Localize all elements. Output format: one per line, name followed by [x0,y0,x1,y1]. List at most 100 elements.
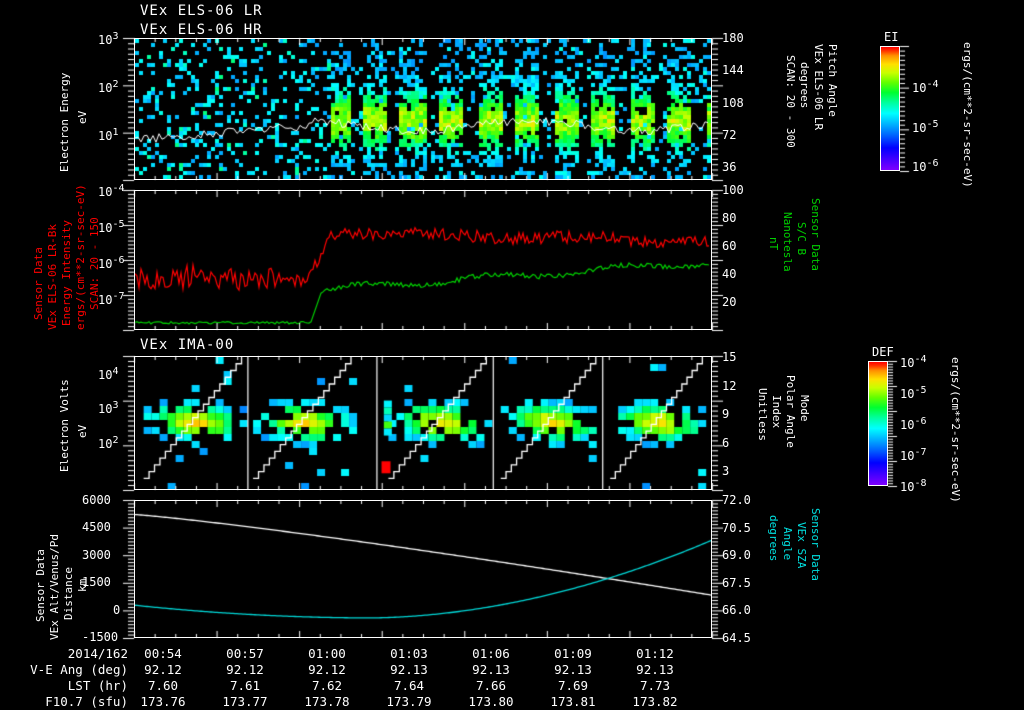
panel3-left-axis-unit: eV [76,424,89,438]
panel2-left-axis-l2: VEx ELS-06 LR-Bk [46,224,59,330]
lst-0: 7.60 [147,678,179,693]
panel1-right-axis-l4: SCAN: 20 - 300 [784,55,797,148]
panel3-ytick-1: 103 [98,400,119,416]
ve-ang-4: 92.13 [472,662,510,677]
panel3-cb-tick-2: 10-6 [900,416,927,432]
panel3-r-ytick-3: 6 [722,436,730,450]
panel4-left-axis-l2: VEx Alt/Venus/Pd [48,534,61,640]
time-label-1: 00:57 [226,646,264,661]
panel1-cb-tick-2: 10-6 [912,158,939,174]
time-label-2: 01:00 [308,646,346,661]
panel2-ytick-2: 10-6 [98,255,125,271]
time-table-row-label-f107: F10.7 (sfu) [45,694,128,709]
panel1-title-lr: VEx ELS-06 LR [140,3,263,19]
panel1-r-ytick-2: 108 [722,96,744,110]
panel3-spectrogram [135,357,711,489]
f107-1: 173.77 [222,694,268,709]
panel1-ytick-1: 102 [98,79,119,95]
panel4-ytick-2: 3000 [82,548,111,562]
panel3-r-ytick-0: 15 [722,350,737,364]
f107-5: 173.81 [550,694,596,709]
panel4-r-ytick-3: 67.5 [722,576,751,590]
panel4-left-axis-l1: Sensor Data [34,549,47,622]
panel3-colorbar [868,361,888,486]
time-label-4: 01:06 [472,646,510,661]
panel4-right-axis-l1: Sensor Data [809,508,822,581]
panel4-right-axis-l4: degrees [767,515,780,562]
panel2-left-axis-l3: Energy Intensity [60,220,73,326]
ve-ang-0: 92.12 [144,662,182,677]
panel1-left-axis-unit-text: eV [76,110,89,124]
panel4-left-axis-l3: Distance [62,567,75,620]
panel3-cb-tick-1: 10-5 [900,385,927,401]
lst-5: 7.69 [557,678,589,693]
panel3-right-axis-l3: Index [770,395,783,429]
panel1-cb-tick-1: 10-5 [912,119,939,135]
panel1-colorbar-ticks [900,45,910,172]
panel3-plot-frame [134,356,712,490]
time-table: 2014/162 00:54 00:57 01:00 01:03 01:06 0… [0,646,780,710]
panel1-left-axis-name: Electron Energy [58,72,71,172]
time-table-row-label-lst: LST (hr) [67,678,128,693]
ve-ang-6: 92.13 [636,662,674,677]
panel3-r-ytick-1: 12 [722,379,737,393]
panel2-r-ytick-0: 100 [722,183,744,197]
time-label-5: 01:09 [554,646,592,661]
panel1-spectrogram [135,39,711,179]
panel2-plot-frame [134,190,712,330]
panel2-left-axis-l4: ergs/(cm**2-sr-sec-eV) [74,184,87,330]
panel3-colorbar-unit: ergs/(cm**2-sr-sec-eV) [949,357,962,503]
panel3-cb-tick-0: 10-4 [900,354,927,370]
panel4-plot-frame [134,500,712,638]
panel1-r-ytick-1: 144 [722,63,744,77]
panel4-r-ytick-2: 69.0 [722,548,751,562]
panel2-right-axis-l1: Sensor Data [809,198,822,271]
lst-2: 7.62 [311,678,343,693]
panel2-ytick-1: 10-5 [98,219,125,235]
ve-ang-3: 92.13 [390,662,428,677]
panel3-left-axis-label: Electron Volts [58,379,71,472]
panel3-r-ytick-4: 3 [722,464,730,478]
panel2-right-axis-l3: Nanotesla [781,212,794,272]
panel4-r-ytick-5: 64.5 [722,631,751,645]
panel1-right-axis-l1: Pitch Angle [826,44,839,117]
panel1-left-axis-unit: eV [76,111,89,124]
panel3-colorbar-label: DEF [872,345,894,359]
panel3-title: VEx IMA-00 [140,337,235,353]
panel3-ytick-2: 102 [98,435,119,451]
f107-0: 173.76 [140,694,186,709]
panel2-r-ytick-2: 60 [722,239,737,253]
panel2-ytick-0: 10-4 [98,183,125,199]
panel2-r-ytick-3: 40 [722,267,737,281]
panel1-cb-tick-0: 10-4 [912,79,939,95]
panel1-colorbar-label: EI [884,30,899,44]
time-table-row-label-veang: V-E Ang (deg) [30,662,128,677]
panel2-right-axis-l2: S/C B [795,222,808,256]
panel4-r-ytick-0: 72.0 [722,493,751,507]
panel2-r-ytick-1: 80 [722,211,737,225]
panel1-r-ytick-4: 36 [722,160,737,174]
panel4-timeseries [135,501,711,637]
f107-3: 173.79 [386,694,432,709]
panel2-r-ytick-4: 20 [722,295,737,309]
panel2-timeseries [135,191,711,329]
panel4-ytick-1: 4500 [82,520,111,534]
panel1-right-axis-l2: VEx ELS-06 LR [812,44,825,131]
ve-ang-5: 92.13 [554,662,592,677]
ve-ang-1: 92.12 [226,662,264,677]
lst-1: 7.61 [229,678,261,693]
panel2-left-axis-l1: Sensor Data [32,247,45,320]
panel3-right-axis-l4: Unitless [756,388,769,441]
time-table-row-label-date: 2014/162 [67,646,128,661]
panel4-right-axis-l3: Angle [781,527,794,561]
panel4-ytick-4: 0 [113,603,121,617]
f107-4: 173.80 [468,694,514,709]
time-label-3: 01:03 [390,646,428,661]
panel1-r-ytick-3: 72 [722,128,737,142]
ve-ang-2: 92.12 [308,662,346,677]
panel4-ytick-5: -1500 [82,630,119,644]
panel4-r-ytick-4: 66.0 [722,603,751,617]
panel3-ytick-0: 104 [98,366,119,382]
panel4-r-ytick-1: 70.5 [722,521,751,535]
